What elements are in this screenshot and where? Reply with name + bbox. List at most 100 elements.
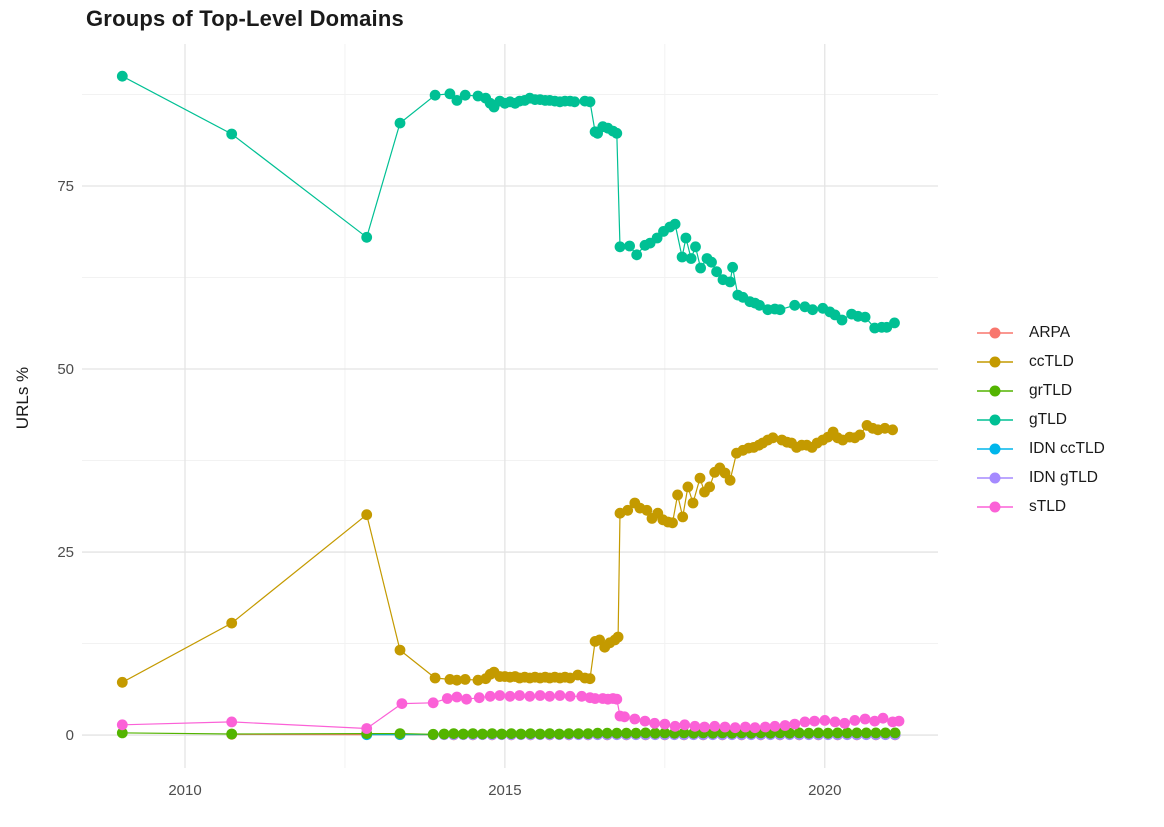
data-point-gtld bbox=[429, 89, 441, 101]
data-point-stld bbox=[619, 711, 630, 723]
data-point-grtld bbox=[880, 727, 891, 739]
data-point-stld bbox=[799, 716, 811, 728]
data-point-cctld bbox=[667, 517, 678, 529]
data-point-gtld bbox=[459, 89, 471, 101]
data-point-stld bbox=[829, 716, 841, 728]
data-point-grtld bbox=[640, 727, 651, 739]
data-point-gtld bbox=[624, 240, 635, 252]
data-point-cctld bbox=[429, 672, 441, 684]
x-tick-label: 2020 bbox=[808, 782, 841, 799]
data-point-gtld bbox=[711, 266, 722, 278]
data-point-stld bbox=[859, 713, 871, 725]
data-point-stld bbox=[361, 723, 373, 734]
data-point-stld bbox=[877, 712, 889, 724]
data-point-gtld bbox=[724, 276, 736, 288]
data-point-grtld bbox=[851, 727, 863, 739]
data-point-gtld bbox=[889, 317, 900, 329]
y-tick-label: 25 bbox=[57, 544, 74, 561]
data-point-grtld bbox=[505, 728, 517, 739]
data-point-cctld bbox=[451, 674, 463, 686]
data-point-cctld bbox=[694, 472, 706, 484]
data-point-gtld bbox=[695, 262, 706, 274]
data-point-stld bbox=[576, 690, 588, 702]
legend-item-cctld: ccTLD bbox=[977, 347, 1105, 376]
data-point-stld bbox=[544, 690, 556, 702]
legend-item-grtld: grTLD bbox=[977, 376, 1105, 405]
legend-key-icon bbox=[977, 385, 1013, 396]
data-point-stld bbox=[869, 715, 881, 727]
data-point-stld bbox=[564, 690, 576, 702]
data-point-gtld bbox=[706, 256, 717, 268]
data-point-grtld bbox=[448, 728, 460, 739]
data-point-grtld bbox=[601, 727, 613, 739]
data-point-gtld bbox=[584, 96, 596, 108]
legend-label: ccTLD bbox=[1029, 352, 1074, 370]
data-point-gtld bbox=[685, 253, 697, 264]
chart-title: Groups of Top-Level Domains bbox=[86, 6, 404, 31]
legend-label: sTLD bbox=[1029, 497, 1067, 515]
data-point-grtld bbox=[678, 727, 690, 739]
data-point-cctld bbox=[682, 481, 694, 493]
data-point-stld bbox=[749, 722, 761, 734]
data-point-stld bbox=[484, 690, 496, 702]
data-point-stld bbox=[554, 690, 566, 701]
data-point-cctld bbox=[622, 504, 634, 516]
data-point-grtld bbox=[544, 728, 556, 739]
data-point-stld bbox=[504, 690, 516, 702]
data-point-stld bbox=[893, 715, 905, 727]
data-point-stld bbox=[514, 690, 525, 701]
data-point-stld bbox=[819, 715, 831, 726]
data-point-stld bbox=[451, 691, 463, 703]
legend-label: grTLD bbox=[1029, 381, 1073, 399]
data-point-grtld bbox=[116, 727, 128, 739]
data-point-stld bbox=[461, 693, 472, 705]
data-point-gtld bbox=[611, 127, 623, 139]
data-point-gtld bbox=[451, 95, 463, 106]
data-point-gtld bbox=[569, 96, 580, 108]
data-point-gtld bbox=[676, 251, 688, 263]
data-point-gtld bbox=[754, 299, 765, 311]
data-point-grtld bbox=[860, 727, 872, 739]
legend-label: gTLD bbox=[1029, 410, 1067, 428]
data-point-stld bbox=[441, 693, 453, 704]
data-point-grtld bbox=[394, 728, 406, 739]
legend-key-icon bbox=[977, 414, 1013, 425]
data-point-grtld bbox=[611, 727, 623, 739]
data-point-grtld bbox=[467, 728, 479, 739]
data-point-stld bbox=[473, 692, 485, 704]
legend-label: IDN ccTLD bbox=[1029, 439, 1105, 457]
data-point-cctld bbox=[361, 509, 373, 521]
legend-key-icon bbox=[977, 472, 1013, 483]
data-point-cctld bbox=[584, 673, 596, 685]
data-point-grtld bbox=[803, 727, 815, 739]
data-point-stld bbox=[689, 720, 701, 732]
data-point-stld bbox=[427, 697, 439, 709]
data-point-stld bbox=[639, 715, 651, 727]
data-point-grtld bbox=[813, 727, 824, 739]
data-point-grtld bbox=[563, 728, 575, 739]
data-point-stld bbox=[719, 721, 731, 733]
data-point-stld bbox=[679, 719, 691, 731]
data-point-gtld bbox=[727, 261, 738, 273]
data-point-grtld bbox=[486, 728, 498, 739]
data-point-gtld bbox=[394, 117, 406, 129]
data-point-cctld bbox=[394, 644, 406, 656]
data-point-grtld bbox=[649, 727, 661, 739]
data-point-gtld bbox=[789, 299, 801, 311]
data-point-gtld bbox=[444, 88, 456, 100]
data-point-cctld bbox=[767, 432, 779, 444]
data-point-grtld bbox=[841, 727, 853, 739]
legend-item-arpa: ARPA bbox=[977, 318, 1105, 347]
data-point-grtld bbox=[534, 728, 546, 740]
data-point-cctld bbox=[704, 481, 715, 493]
data-point-cctld bbox=[641, 504, 653, 516]
data-point-gtld bbox=[807, 304, 818, 316]
data-point-stld bbox=[534, 690, 546, 701]
data-point-stld bbox=[740, 721, 751, 733]
data-point-stld bbox=[611, 693, 623, 705]
y-tick-label: 0 bbox=[66, 727, 74, 744]
data-point-cctld bbox=[459, 674, 471, 685]
data-point-grtld bbox=[793, 727, 805, 739]
